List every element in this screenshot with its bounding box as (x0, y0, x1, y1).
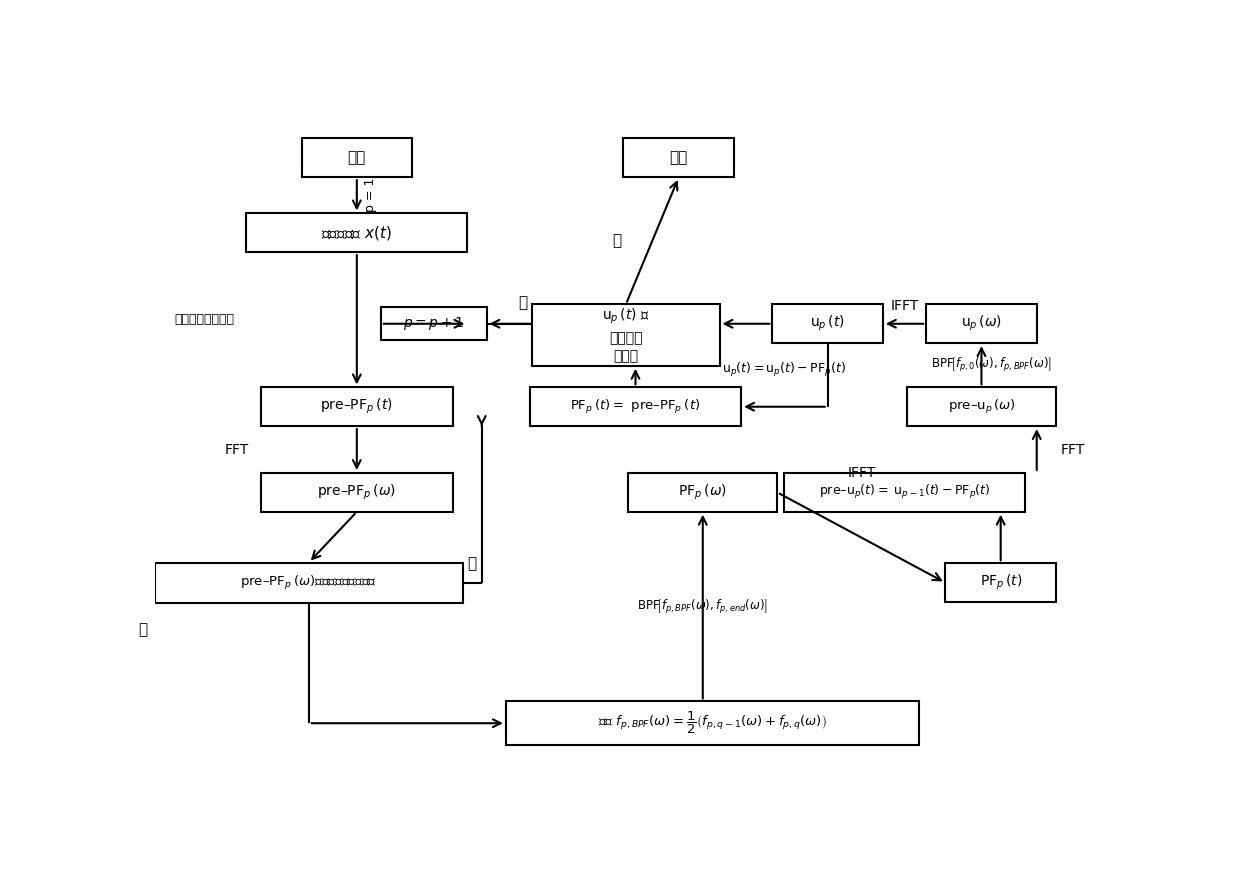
FancyBboxPatch shape (906, 388, 1056, 426)
FancyBboxPatch shape (260, 473, 453, 512)
Text: PF$_p\,(t)$: PF$_p\,(t)$ (980, 573, 1022, 593)
Text: 计算 $f_{p,BPF}(\omega)=\dfrac{1}{2}\left(f_{p,q-1}(\omega)+f_{p,q}(\omega)\right): 计算 $f_{p,BPF}(\omega)=\dfrac{1}{2}\left(… (598, 710, 827, 736)
Text: $\mathrm{u}_p\,(t)$ 是
否为单调
函数？: $\mathrm{u}_p\,(t)$ 是 否为单调 函数？ (603, 307, 650, 363)
FancyBboxPatch shape (155, 562, 463, 603)
Text: PF$_p$ $(\omega)$: PF$_p$ $(\omega)$ (678, 482, 728, 502)
Text: 多模态信号 $x(t)$: 多模态信号 $x(t)$ (321, 223, 392, 242)
FancyBboxPatch shape (301, 138, 412, 177)
FancyBboxPatch shape (624, 138, 734, 177)
Text: pre–PF$_p$ $(\omega)$是否为单模态分量？: pre–PF$_p$ $(\omega)$是否为单模态分量？ (241, 574, 377, 592)
Text: $\mathrm{BPF}\!\left[f_{p,BPF}(\omega),f_{p,end}(\omega)\right]$: $\mathrm{BPF}\!\left[f_{p,BPF}(\omega),f… (637, 598, 769, 615)
Text: FFT: FFT (1060, 442, 1085, 456)
FancyBboxPatch shape (532, 304, 719, 366)
Text: 开始: 开始 (347, 150, 366, 165)
Text: IFFT: IFFT (847, 467, 875, 481)
Text: $\mathrm{u}_p\,(\omega)$: $\mathrm{u}_p\,(\omega)$ (961, 314, 1002, 334)
Text: 结束: 结束 (670, 150, 688, 165)
Text: pre–PF$_p$ $( \omega )$: pre–PF$_p$ $( \omega )$ (317, 482, 397, 502)
FancyBboxPatch shape (629, 473, 777, 512)
FancyBboxPatch shape (773, 304, 883, 343)
Text: pre–u$_p\,(\omega)$: pre–u$_p\,(\omega)$ (947, 398, 1016, 415)
FancyBboxPatch shape (506, 701, 919, 745)
Text: pre–u$_p(t)=$ u$_{p-1}(t)-$PF$_p(t)$: pre–u$_p(t)=$ u$_{p-1}(t)-$PF$_p(t)$ (818, 483, 991, 501)
Text: FFT: FFT (224, 442, 249, 456)
Text: PF$_p$ $(t)=$ pre–PF$_p$ $(t)$: PF$_p$ $(t)=$ pre–PF$_p$ $(t)$ (570, 398, 701, 415)
Text: $\mathrm{u}_p(t)=\mathrm{u}_p(t)-\mathrm{PF}_p(t)$: $\mathrm{u}_p(t)=\mathrm{u}_p(t)-\mathrm… (723, 361, 847, 379)
FancyBboxPatch shape (926, 304, 1037, 343)
FancyBboxPatch shape (260, 388, 453, 426)
FancyBboxPatch shape (785, 473, 1024, 512)
FancyBboxPatch shape (529, 388, 742, 426)
Text: 是: 是 (613, 233, 621, 249)
Text: IFFT: IFFT (890, 299, 919, 313)
Text: 否: 否 (518, 295, 527, 310)
FancyBboxPatch shape (945, 563, 1056, 602)
Text: p = 1: p = 1 (365, 178, 377, 212)
Text: 时频信号分解方法: 时频信号分解方法 (175, 313, 234, 326)
Text: $\mathrm{BPF}\!\left[f_{p,0}(\omega),f_{p,BPF}(\omega)\right]$: $\mathrm{BPF}\!\left[f_{p,0}(\omega),f_{… (930, 356, 1052, 375)
Text: $\mathrm{u}_p\,(t)$: $\mathrm{u}_p\,(t)$ (810, 314, 846, 334)
FancyBboxPatch shape (381, 307, 486, 341)
Text: pre–PF$_p$ $(t)$: pre–PF$_p$ $(t)$ (320, 397, 393, 416)
FancyBboxPatch shape (247, 214, 467, 252)
Text: 否: 否 (138, 622, 148, 637)
Text: $p=p+1$: $p=p+1$ (403, 315, 464, 332)
Text: 是: 是 (467, 555, 476, 571)
